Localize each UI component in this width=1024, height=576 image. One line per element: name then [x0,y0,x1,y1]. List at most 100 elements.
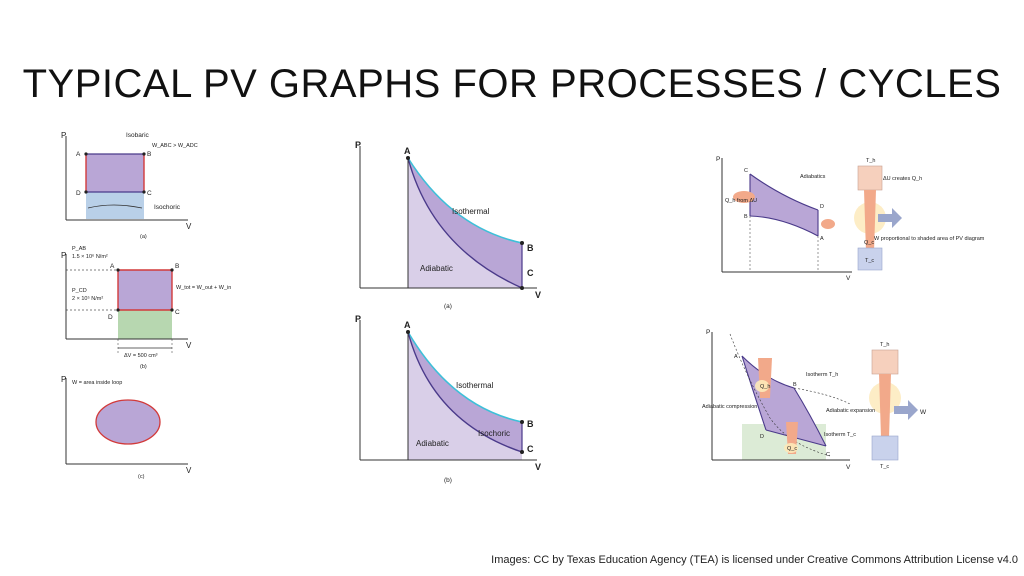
isobaric-label: Isobaric [126,132,150,139]
heat-cold-label: Q_c [787,446,797,452]
point-c: C [527,268,534,278]
shaded-area-work [118,270,172,310]
hot-temp-label: T_h [880,342,889,348]
p-axis-label: P [355,140,361,150]
isotherm-hot-label: Isotherm T_h [806,372,838,378]
figure-caption: (b) [444,477,452,484]
heat-flow-icon [864,190,876,252]
point-b: B [147,151,151,158]
v-axis-label: V [186,341,192,350]
isochoric-label: Isochoric [154,204,181,211]
du-creates-label: ΔU creates Q_h [883,176,922,182]
shaded-area-under [408,158,522,288]
p-ab-value: 1.5 × 10⁶ N/m² [72,253,108,260]
point-d: D [108,314,113,321]
isothermal-curve [407,331,523,423]
isothermal-label: Isothermal [452,207,490,216]
adiabatics-label: Adiabatics [800,174,826,180]
adiabatic-label: Adiabatic [416,439,449,448]
point-b: B [793,382,797,388]
adiabatic-compression-label: Adiabatic compression [702,404,757,410]
p-cd-label: P_CD [72,288,87,294]
point-d: D [760,434,764,440]
cold-temp-label: T_c [865,258,874,264]
p-axis-label: P [61,131,66,140]
shaded-area-between [408,158,522,288]
figure-isothermal-adiabatic: P V A B C Isothermal Adiabatic (a) [352,138,552,313]
figure-carnot-cycle: P V A B C D Isotherm T_h Isotherm T_c Ad… [700,326,935,471]
delta-v-label: ΔV = 500 cm³ [124,353,158,359]
point-b: B [744,214,748,220]
point-a: A [404,320,411,330]
heat-flow-icon [879,374,891,438]
point-b: B [527,243,534,253]
point-b: B [527,419,534,429]
point-d: D [820,204,824,210]
figure-adiabatic-engine: P V C D A B Adiabatics Q_h from ΔU T_h Δ… [712,152,985,287]
p-axis-label: P [355,314,361,324]
loop-area-label: W = area inside loop [72,380,122,386]
work-comparison-label: W_ABC > W_ADC [152,143,198,149]
adiabatic-compression-curve [741,355,767,431]
shaded-area-lower [86,192,144,219]
heat-in-arrow-icon [733,191,755,203]
point-c: C [744,168,748,174]
point-a: A [734,354,738,360]
point-c: C [826,452,830,458]
point-c: C [527,444,534,454]
image-credit: Images: CC by Texas Education Agency (TE… [491,554,1018,566]
page-title: TYPICAL PV GRAPHS FOR PROCESSES / CYCLES [22,62,1002,106]
work-total-label: W_tot = W_out + W_in [176,285,231,291]
shaded-area-lower [118,310,172,339]
p-axis-label: P [61,375,66,384]
figure-caption: (c) [138,474,145,480]
v-axis-label: V [535,462,541,472]
figure-work-rectangle: P V P_AB 1.5 × 10⁶ N/m² P_CD 2 × 10⁵ N/m… [58,244,231,372]
point-a: A [820,236,824,242]
work-proportional-label: W proportional to shaded area of PV diag… [874,236,985,242]
heat-cold-label: Q_c [864,240,874,246]
p-ab-label: P_AB [72,246,86,252]
figure-isothermal-isochoric-adiabatic: P V A B C Isothermal Isochoric Adiabatic… [352,312,552,487]
work-loop [95,399,161,445]
work-label: W [920,409,927,416]
isothermal-label: Isothermal [456,381,494,390]
v-axis-label: V [846,275,851,282]
hot-reservoir [871,349,899,375]
point-c: C [175,309,180,316]
figure-caption: (a) [140,234,147,240]
shaded-area-work [86,154,144,192]
p-axis-label: P [716,156,720,163]
adiabatic-expansion-curve [793,387,827,447]
v-axis-label: V [186,466,192,475]
cold-temp-label: T_c [880,464,889,470]
figure-isobaric-isochoric: P V A B C D Isobaric W_ABC > W_ADC Isoch… [58,128,208,243]
work-arrow-icon [894,400,918,420]
adiabatic-curve [407,157,523,289]
heat-hot-label: Q_h [760,384,770,390]
point-a: A [404,146,411,156]
shaded-cycle [750,174,818,236]
v-axis-label: V [535,290,541,300]
point-d: D [76,190,81,197]
adiabatic-expansion-label: Adiabatic expansion [826,408,875,414]
p-axis-label: P [61,251,66,260]
v-axis-label: V [846,464,851,471]
point-a: A [76,151,81,158]
adiabatic-curve [407,331,523,453]
isothermal-curve [407,157,523,244]
point-c: C [147,190,152,197]
v-axis-label: V [186,222,192,231]
adiabatic-label: Adiabatic [420,264,453,273]
p-cd-value: 2 × 10⁵ N/m² [72,295,103,302]
heat-from-du-label: Q_h from ΔU [725,198,757,204]
figure-loop: P V W = area inside loop (c) [58,372,208,482]
isotherm-cold-label: Isotherm T_c [824,432,856,438]
point-a: A [110,263,115,270]
hot-temp-label: T_h [866,158,875,164]
cold-reservoir [871,435,899,461]
heat-out-arrow-icon [821,219,835,229]
figure-caption: (a) [444,303,452,310]
figure-caption: (b) [140,364,147,370]
area-arrow [87,204,143,209]
